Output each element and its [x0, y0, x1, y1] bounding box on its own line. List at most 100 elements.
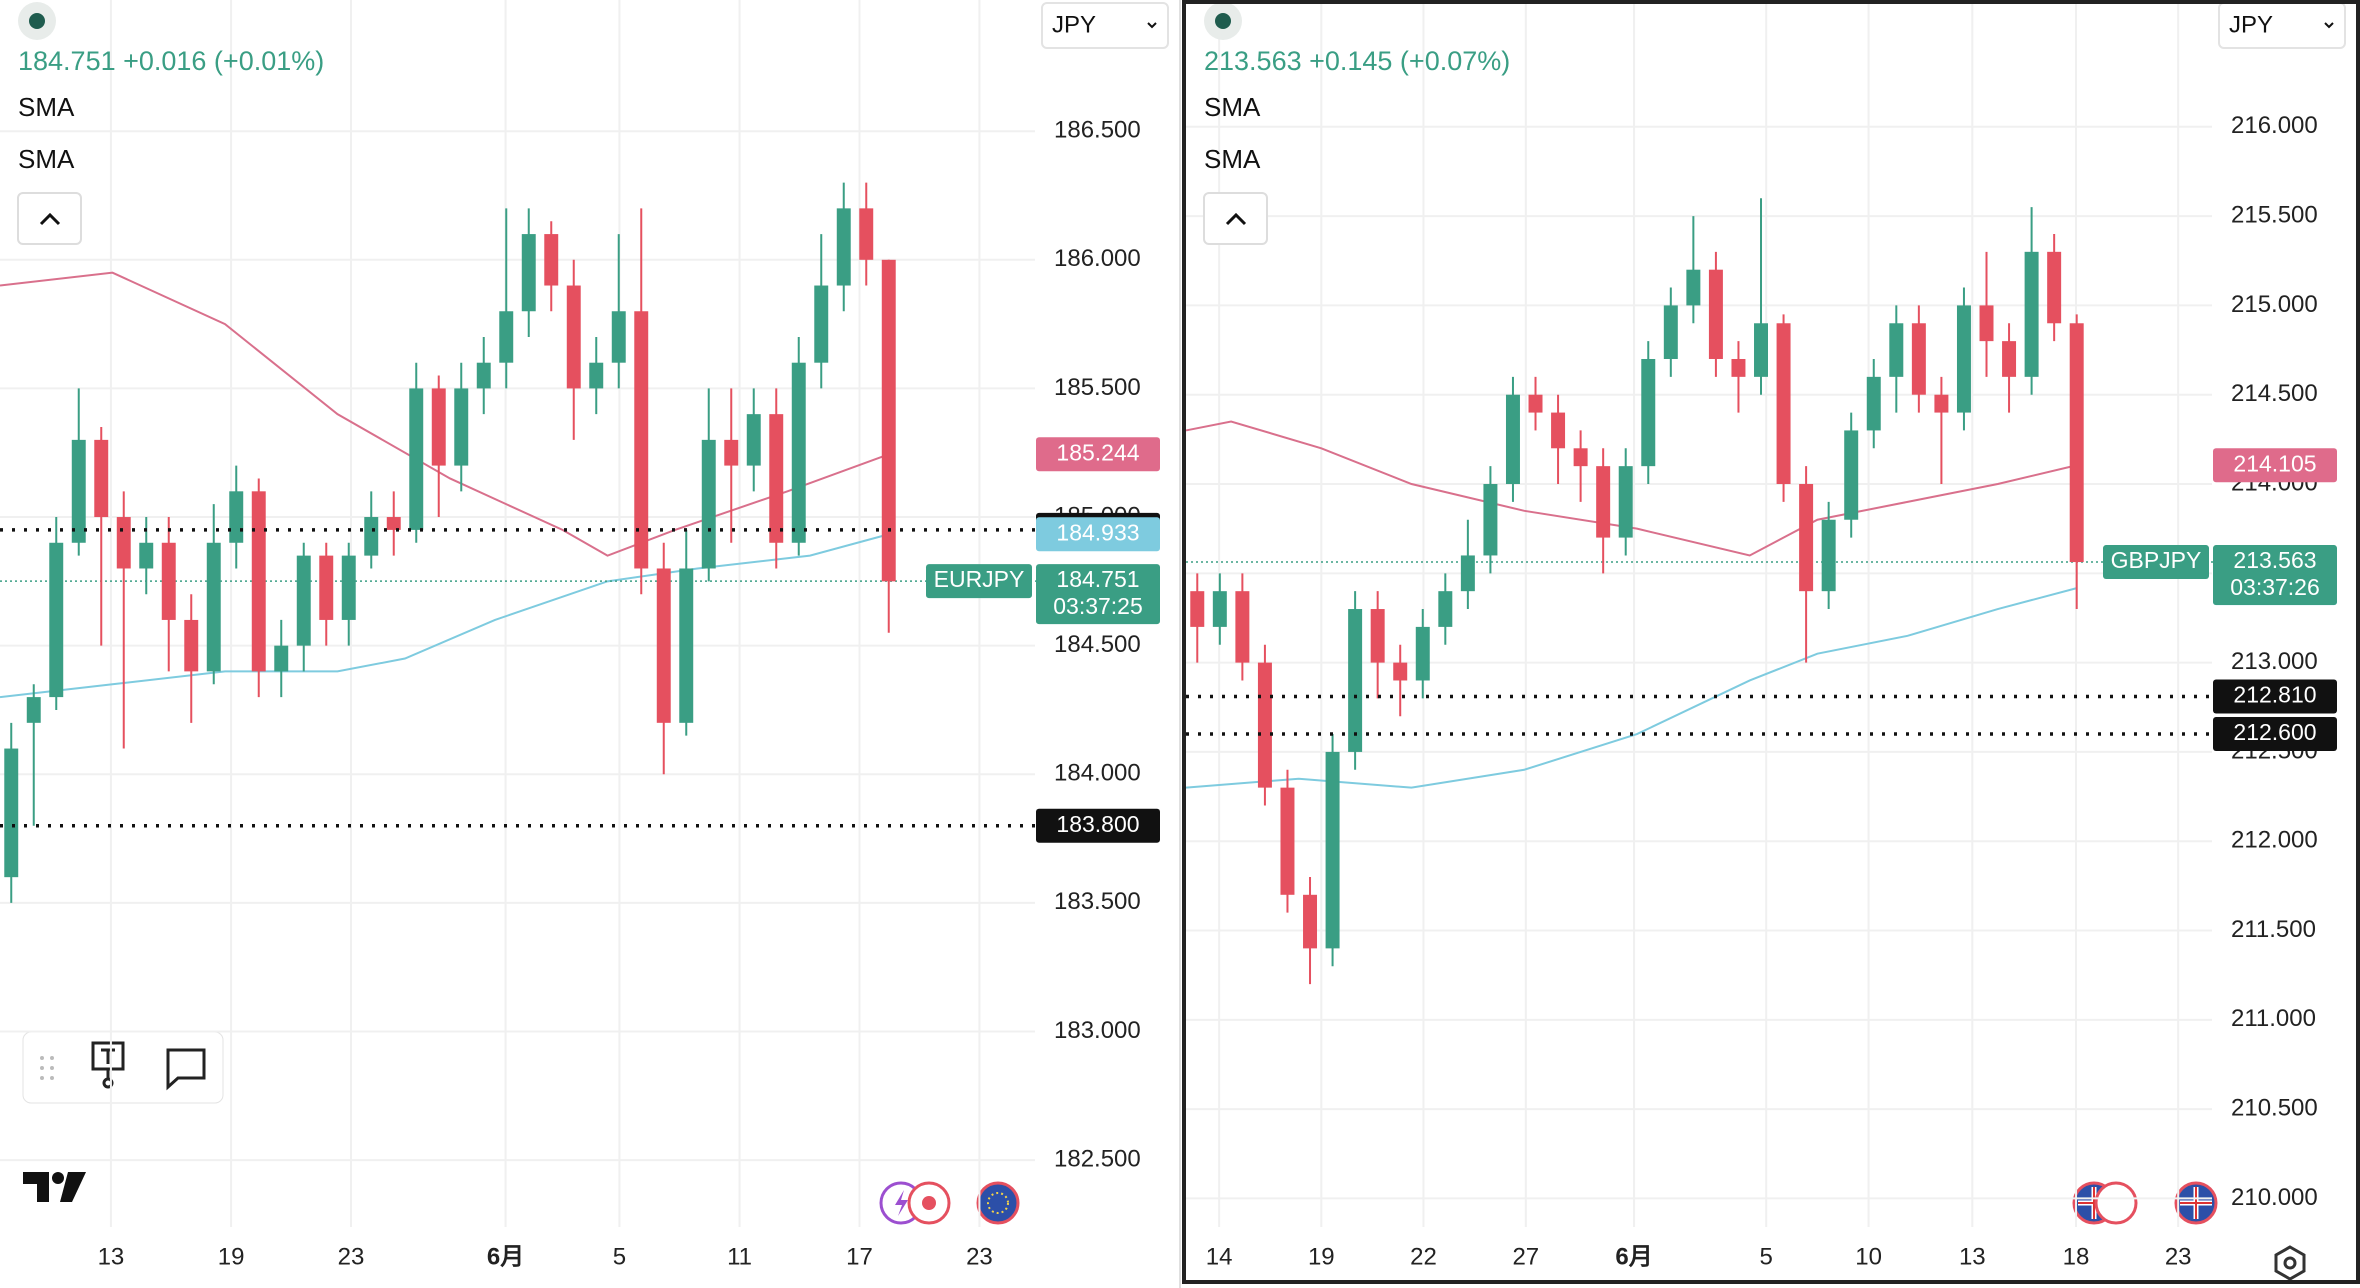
candle-body — [1866, 376, 1881, 431]
candle-body — [1934, 394, 1949, 413]
candle-body — [139, 542, 154, 569]
y-tick-label: 212.000 — [2231, 827, 2318, 854]
candle-body — [1393, 662, 1408, 681]
level-tag — [1036, 808, 1160, 843]
candle-body — [521, 234, 536, 312]
candle-body — [589, 362, 604, 389]
x-tick-label: 11 — [727, 1243, 752, 1270]
sma-line — [1185, 587, 2077, 789]
candle-body — [116, 517, 131, 569]
event-icons-right — [2072, 1181, 2306, 1281]
level-tag — [2213, 717, 2337, 752]
collapse-button[interactable] — [17, 192, 82, 245]
x-tick-label: 13 — [98, 1243, 125, 1270]
countdown: 03:37:26 — [2230, 574, 2320, 600]
quote: 184.751 +0.016 (+0.01%) — [18, 46, 324, 76]
y-tick-label: 211.000 — [2231, 1005, 2316, 1032]
candle-body — [1731, 358, 1746, 377]
active-panel-border — [1182, 0, 2360, 1284]
candle-body — [364, 517, 379, 556]
candle-body — [1370, 609, 1385, 663]
candle-body — [1911, 323, 1926, 395]
level-tag — [2213, 679, 2337, 714]
currency-select[interactable] — [1041, 2, 1169, 49]
y-tick-label: 186.500 — [1054, 117, 1141, 144]
candle-body — [1257, 662, 1272, 788]
currency-label[interactable]: JPY — [1052, 11, 1096, 38]
candle-body — [1235, 591, 1250, 663]
comment-tool[interactable] — [166, 1048, 206, 1091]
y-tick-label: 210.000 — [2231, 1184, 2318, 1211]
text-tool[interactable] — [91, 1041, 125, 1089]
collapse-button[interactable] — [1203, 192, 1268, 245]
symbol-tag — [926, 564, 1032, 599]
price-tag-label: 184.751 — [1056, 566, 1139, 592]
candle-body — [1979, 305, 1994, 342]
candle-body — [1956, 305, 1971, 413]
candle-body — [206, 542, 221, 672]
candle-body — [656, 568, 671, 723]
y-tick-label: 214.500 — [2231, 380, 2318, 407]
candle-body — [1799, 484, 1814, 592]
candle-body — [859, 208, 874, 260]
candle-body — [2002, 341, 2017, 377]
symbol-tag-label: GBPJPY — [2111, 547, 2202, 573]
candle-body — [184, 619, 199, 672]
x-tick-label: 14 — [1206, 1243, 1233, 1270]
candle-body — [4, 748, 19, 878]
indicator-label[interactable]: SMA — [1204, 92, 1261, 122]
candle-body — [1212, 591, 1227, 627]
indicator-label[interactable]: SMA — [18, 144, 75, 174]
indicator-label[interactable]: SMA — [1204, 144, 1261, 174]
candle-body — [319, 555, 334, 620]
candle-body — [1754, 323, 1769, 377]
candle-body — [1415, 626, 1430, 681]
indicator-label[interactable]: SMA — [18, 92, 75, 122]
select-caret — [2324, 22, 2334, 29]
candle-body — [724, 439, 739, 466]
x-tick-label: 5 — [613, 1243, 626, 1270]
candle-body — [746, 414, 761, 466]
indicator-tag-label: 214.105 — [2233, 450, 2316, 476]
candle-body — [161, 542, 176, 620]
candle-body — [1686, 269, 1701, 306]
x-tick-label: 23 — [2165, 1243, 2192, 1270]
candle-body — [476, 362, 491, 389]
y-tick-label: 183.500 — [1054, 888, 1141, 915]
y-tick-label: 185.500 — [1054, 374, 1141, 401]
select-caret — [1147, 22, 1157, 29]
symbol-tag-label: EURJPY — [934, 566, 1025, 592]
candle-body — [544, 234, 559, 286]
drag-handle — [40, 1056, 54, 1080]
x-tick-label: 22 — [1410, 1243, 1437, 1270]
countdown: 03:37:25 — [1053, 593, 1143, 619]
symbol-tag — [2103, 545, 2209, 580]
x-tick-label: 6月 — [1615, 1243, 1652, 1270]
y-tick-label: 215.500 — [2231, 201, 2318, 228]
candle-body — [769, 414, 784, 543]
candle-body — [1190, 591, 1205, 627]
y-tick-label: 184.000 — [1054, 760, 1141, 787]
candle-body — [341, 555, 356, 620]
candle-body — [634, 311, 649, 569]
x-tick-label: 5 — [1760, 1243, 1773, 1270]
price-tag-label: 213.563 — [2233, 547, 2316, 573]
candle-body — [499, 311, 514, 363]
candle-body — [1573, 448, 1588, 467]
candle-body — [1460, 555, 1475, 592]
x-tick-label: 23 — [338, 1243, 365, 1270]
candle-body — [1303, 894, 1318, 949]
y-tick-label: 211.500 — [2231, 916, 2316, 943]
currency-label[interactable]: JPY — [2229, 11, 2273, 38]
tv-logo — [23, 1172, 86, 1202]
indicator-tag-label: 184.933 — [1056, 519, 1139, 545]
status-dot — [1215, 13, 1231, 29]
candle-body — [1641, 358, 1656, 467]
indicator-tag — [2213, 448, 2337, 483]
settings-icon[interactable] — [2274, 1245, 2306, 1281]
candle-body — [1821, 519, 1836, 592]
candle-body — [701, 439, 716, 569]
candle-body — [1505, 394, 1520, 485]
candle-body — [94, 439, 109, 518]
